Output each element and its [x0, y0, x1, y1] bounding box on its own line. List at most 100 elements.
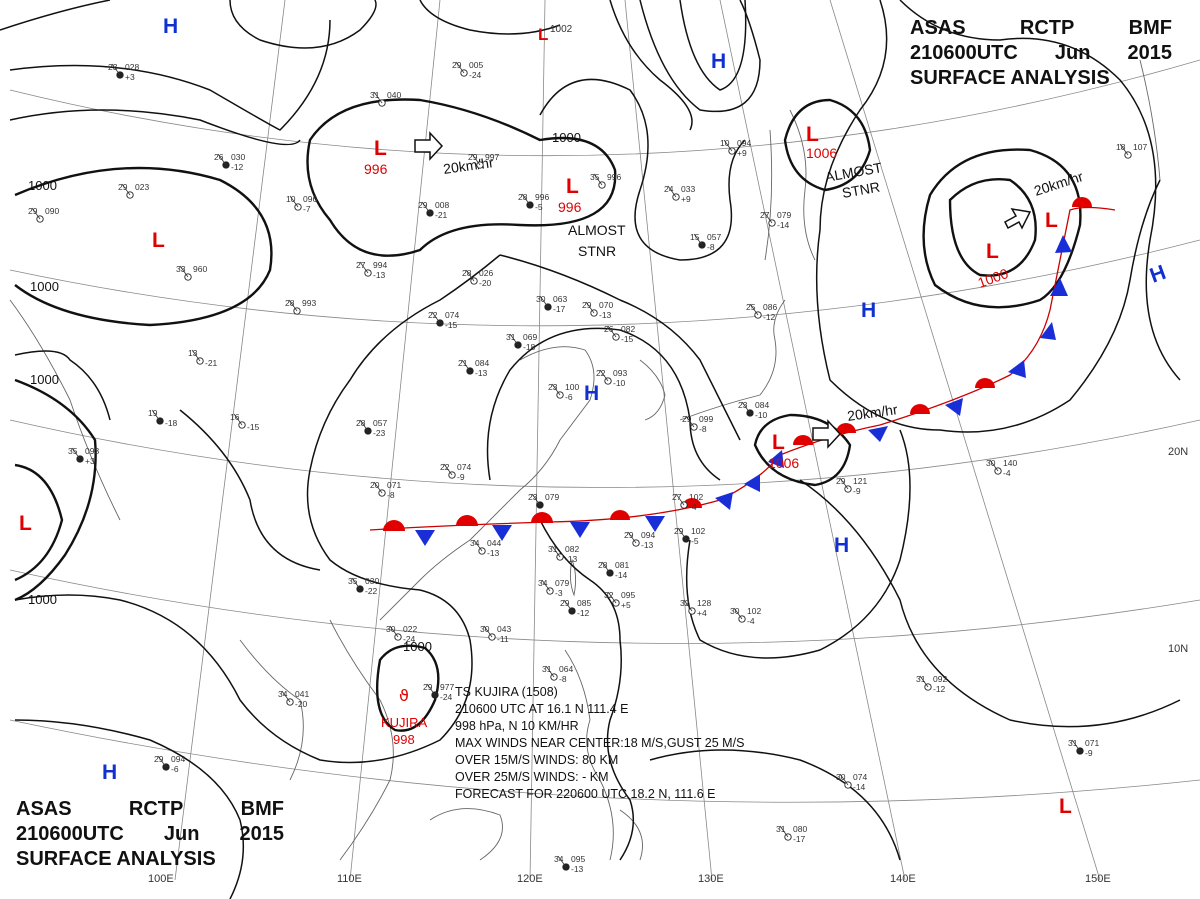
header-line-1: ASAS RCTP BMF [16, 797, 284, 822]
isobar [419, 0, 561, 35]
wind-barb-icon [111, 63, 121, 76]
station-pressure: 996 [607, 172, 621, 182]
coastline-mindanao [619, 809, 643, 861]
cold-front-triangle [945, 398, 963, 416]
wind-barb-icon [461, 359, 471, 372]
station-temperature: 26 [214, 152, 224, 162]
coastline-korea [639, 359, 666, 421]
station-pressure: 057 [373, 418, 387, 428]
wind-barb-icon [693, 233, 703, 246]
station-tendency: -15 [621, 334, 634, 344]
station-pressure: 082 [621, 324, 635, 334]
station-pressure: 080 [793, 824, 807, 834]
wind-barb-icon [473, 539, 483, 552]
latitude-line-30n [9, 239, 1200, 327]
station-temperature: 29 [423, 682, 433, 692]
station-tendency: -14 [777, 220, 790, 230]
station-temperature: 29 [674, 526, 684, 536]
low-center-symbol: L [19, 512, 32, 535]
coastline-india [9, 299, 121, 521]
station-pressure: 071 [1085, 738, 1099, 748]
station-temperature: 29 [452, 60, 462, 70]
lon-label-120e: 120E [517, 873, 543, 885]
lon-label-140e: 140E [890, 873, 916, 885]
station-pressure: 102 [689, 492, 703, 502]
cold-front-triangle [570, 522, 590, 538]
station-tendency: -14 [853, 782, 866, 792]
isobar [922, 148, 1082, 309]
station-pressure: 100 [565, 382, 579, 392]
station-tendency: -23 [373, 428, 386, 438]
isobar [0, 0, 111, 31]
station-plot: 21 084-13 [458, 358, 489, 378]
station-tendency: +9 [737, 148, 747, 158]
wind-barb-icon [455, 61, 465, 74]
station-tendency: +9 [681, 194, 691, 204]
station-temperature: 28 [518, 192, 528, 202]
station-tendency: -22 [365, 586, 378, 596]
station-tendency: +3 [125, 72, 135, 82]
low-center-symbol: L [538, 25, 548, 44]
wind-barb-icon [288, 299, 298, 312]
wind-barb-icon [1119, 143, 1129, 156]
isobars [14, 98, 1082, 732]
station-plot: 29 977-24 [423, 682, 454, 702]
isobar [14, 166, 273, 327]
warm-front-bump [610, 510, 630, 520]
longitude-line-130e [624, 0, 713, 881]
wind-barb-icon [763, 211, 773, 224]
station-plot: 29 121-9 [836, 476, 867, 496]
wind-barb-icon [607, 591, 617, 604]
station-plot: 31 064-8 [542, 664, 573, 684]
wind-barb-icon [989, 459, 999, 472]
station-temperature: 33 [176, 264, 186, 274]
wind-barb-icon [585, 301, 595, 314]
station-pressure: 994 [373, 260, 387, 270]
typhoon-info-line: TS KUJIRA (1508) [455, 685, 558, 699]
station-plot: 30 074-14 [836, 772, 867, 792]
station-pressure: 079 [555, 578, 569, 588]
wind-barb-icon [557, 855, 567, 868]
station-plot: 10 096-7 [286, 194, 317, 214]
station-plot: 23 079 [528, 492, 559, 509]
station-temperature: 25 [746, 302, 756, 312]
typhoon-pressure: 998 [393, 732, 415, 747]
station-pressure: 044 [487, 538, 501, 548]
isobar [685, 429, 911, 659]
wind-barb-icon [779, 825, 789, 838]
station-temperature: 35 [68, 446, 78, 456]
wind-barb-icon [359, 261, 369, 274]
station-tendency: -18 [165, 418, 178, 428]
station-plot: 35 996 [590, 172, 621, 189]
isobar [679, 0, 747, 91]
station-temperature: 35 [348, 576, 358, 586]
typhoon-info-line: OVER 15M/S WINDS: 80 KM [455, 753, 619, 767]
header-line-2: 210600UTC Jun 2015 [16, 822, 284, 847]
station-tendency: -5 [535, 202, 543, 212]
cold-front-triangle [1050, 278, 1068, 296]
isobar [639, 0, 761, 113]
typhoon-marker: ϑ KUJIRA 998 [381, 686, 428, 747]
wind-barb-icon [483, 625, 493, 638]
station-plot: 10 094+9 [720, 138, 751, 158]
station-pressure: 023 [135, 182, 149, 192]
station-tendency: -13 [571, 864, 584, 874]
station-temperature: 29 [582, 300, 592, 310]
station-temperature: 28 [285, 298, 295, 308]
isobar-label: 1000 [30, 372, 59, 387]
station-temperature: 29 [154, 754, 164, 764]
wind-barb-icon [191, 349, 201, 362]
wind-barb-icon [157, 755, 167, 768]
high-center-symbol: H [163, 15, 178, 38]
station-pressure: 107 [1133, 142, 1147, 152]
coastline-taiwan [569, 558, 577, 597]
station-pressure: 081 [615, 560, 629, 570]
station-tendency: -8 [387, 490, 395, 500]
high-center-symbol: H [711, 50, 726, 73]
typhoon-info-line: MAX WINDS NEAR CENTER:18 M/S,GUST 25 M/S [455, 736, 745, 750]
longitude-line-150e [829, 0, 1101, 881]
station-plot: 28 993 [285, 298, 316, 315]
station-plot: 28 996-5 [518, 192, 549, 212]
